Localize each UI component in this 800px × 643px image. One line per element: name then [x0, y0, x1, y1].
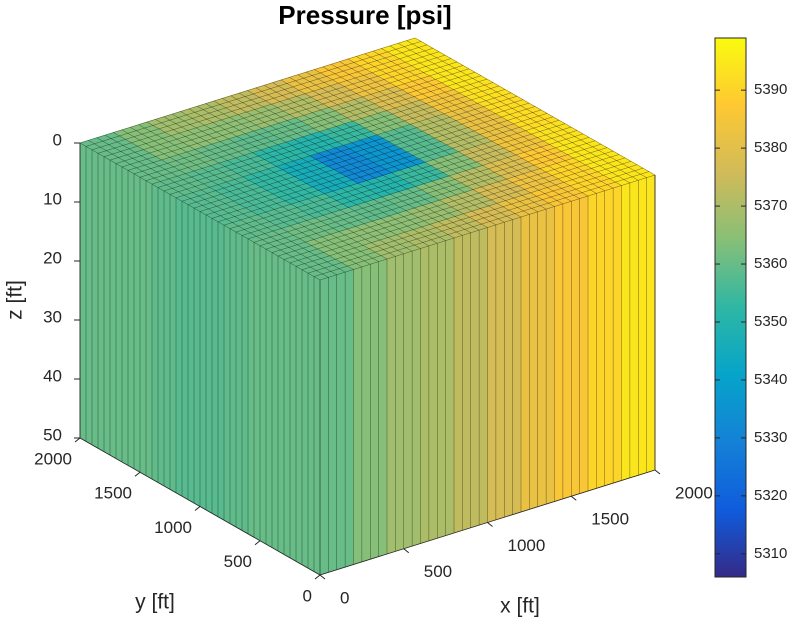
mesh-line	[331, 64, 572, 202]
mesh-line	[373, 50, 614, 189]
chart-title: Pressure [psi]	[278, 0, 451, 30]
colorbar-tick-label: 5340	[754, 371, 787, 388]
x-tick-label: 1000	[508, 536, 546, 555]
x-tick	[654, 469, 661, 475]
mesh-line	[115, 58, 452, 164]
y-axis-label: y [ft]	[135, 591, 175, 614]
x-tick	[570, 495, 577, 501]
mesh-line	[193, 102, 530, 209]
mesh-line	[103, 51, 440, 157]
z-tick-label: 20	[43, 248, 62, 267]
mesh-line	[339, 61, 580, 199]
mesh-line	[297, 74, 538, 212]
mesh-line	[133, 68, 470, 175]
mesh-line	[322, 66, 563, 205]
colorbar-tick-label: 5330	[754, 429, 787, 446]
z-tick-label: 0	[53, 130, 62, 149]
mesh-line	[255, 87, 496, 226]
mesh-line	[187, 99, 524, 205]
y-tick	[134, 471, 141, 477]
mesh-line	[381, 48, 622, 186]
y-tick-label: 500	[224, 552, 252, 571]
z-axis-label: z [ft]	[4, 280, 27, 320]
x-tick	[319, 574, 326, 580]
colorbar-tick-label: 5350	[754, 313, 787, 330]
mesh-line	[175, 92, 512, 199]
mesh-line	[280, 79, 522, 218]
x-tick-label: 500	[424, 562, 452, 581]
x-tick	[487, 522, 493, 527]
mesh-line	[398, 43, 639, 181]
x-tick	[403, 548, 410, 554]
z-tick-label: 50	[43, 425, 62, 444]
mesh-line	[406, 40, 647, 178]
mesh-line	[121, 61, 458, 168]
mesh-line	[264, 85, 505, 223]
mesh-line	[347, 58, 589, 197]
mesh-line	[181, 95, 518, 202]
mesh-line	[97, 48, 434, 154]
colorbar-tick-label: 5370	[754, 197, 787, 214]
y-tick	[74, 437, 81, 443]
mesh-line	[109, 54, 446, 161]
colorbar: 5310 5320 5330 5340 5350 5360 5370 5380 5390	[714, 37, 787, 578]
mesh-line	[139, 72, 476, 178]
x-tick-label: 2000	[675, 483, 713, 502]
z-tick-label: 40	[43, 366, 62, 385]
y-tick	[314, 574, 321, 580]
y-tick-label: 1000	[154, 518, 192, 537]
axes: 0102030405005001000150020000500100015002…	[34, 130, 713, 607]
mesh-line	[389, 45, 630, 184]
colorbar-tick-label: 5380	[754, 139, 787, 156]
y-tick	[194, 506, 201, 511]
x-tick-label: 1500	[591, 510, 629, 529]
x-axis-label: x [ft]	[500, 595, 540, 618]
y-tick-label: 0	[303, 586, 312, 605]
mesh-line	[163, 85, 500, 192]
mesh-line	[127, 65, 464, 171]
colorbar-tick-label: 5310	[754, 545, 787, 562]
mesh-line	[356, 56, 597, 194]
y-tick	[254, 540, 261, 546]
x-tick-label: 0	[340, 588, 349, 607]
colorbar-tick-label: 5390	[754, 81, 787, 98]
colorbar-tick-label: 5360	[754, 255, 787, 272]
mesh-line	[145, 75, 482, 181]
mesh-line	[314, 69, 555, 207]
colorbar-gradient	[714, 37, 747, 578]
mesh	[79, 37, 656, 576]
mesh-line	[364, 53, 605, 191]
y-tick-label: 2000	[34, 449, 72, 468]
mesh-line	[151, 78, 488, 185]
mesh-line	[199, 106, 536, 212]
mesh-line	[306, 71, 547, 210]
mesh-line	[169, 89, 506, 195]
z-tick-label: 30	[43, 307, 62, 326]
mesh-line	[157, 82, 494, 188]
mesh-line	[91, 44, 428, 151]
y-tick-label: 1500	[94, 484, 132, 503]
box-faces	[79, 37, 656, 576]
mesh-line	[414, 37, 656, 176]
mesh-line	[289, 77, 530, 215]
mesh-line	[85, 41, 422, 147]
z-tick-label: 10	[43, 189, 62, 208]
mesh-line	[79, 37, 416, 144]
colorbar-tick-label: 5320	[754, 487, 787, 504]
mesh-line	[272, 82, 513, 220]
